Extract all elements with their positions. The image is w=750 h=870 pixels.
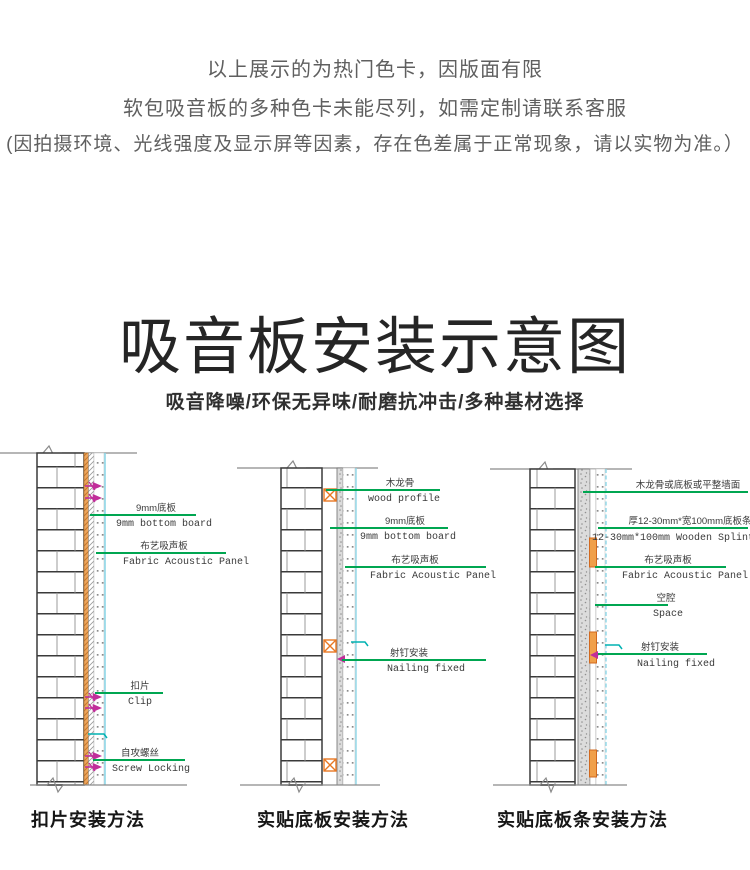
bottom-board-layer xyxy=(88,452,95,786)
label-cn: 布艺吸声板 xyxy=(644,554,692,566)
acoustic-panel-layer xyxy=(342,467,356,786)
callout-9mm-board: 9mm底板 9mm bottom board xyxy=(90,502,212,530)
callout-fabric-panel: 布艺吸声板 Fabric Acoustic Panel xyxy=(96,540,249,568)
label-en: Space xyxy=(653,609,683,620)
clip-symbols xyxy=(85,481,103,772)
label-cn: 厚12-30mm*宽100mm底板条 xyxy=(629,515,750,527)
ground-line xyxy=(30,776,187,794)
caption-clip-installation: 扣片安装方法 xyxy=(31,810,145,830)
label-en: Screw Locking xyxy=(112,763,190,775)
label-en: Nailing fixed xyxy=(637,658,715,670)
label-en: 9mm bottom board xyxy=(116,518,212,530)
notice-line-3: (因拍摄环境、光线强度及显示屏等因素，存在色差属于正常现象，请以实物为准。） xyxy=(6,134,744,155)
bottom-board-layer xyxy=(336,467,344,786)
screw-symbol xyxy=(351,641,369,647)
brick-wall xyxy=(36,452,85,786)
break-symbol xyxy=(539,776,555,794)
callout-nailing: 射钉安装 Nailing fixed xyxy=(342,647,486,675)
label-en: 12-30mm*100mm Wooden Splint xyxy=(592,532,750,544)
label-cn: 射钉安装 xyxy=(390,647,429,659)
caption-board-installation: 实贴底板安装方法 xyxy=(257,810,409,830)
callout-clip: 扣片 Clip xyxy=(95,680,163,708)
diagram-board-installation: 木龙骨 wood profile 9mm底板 9mm bottom board … xyxy=(230,445,496,794)
caption-strip-installation: 实贴底板条安装方法 xyxy=(497,810,668,830)
diagram-clip-installation: 9mm底板 9mm bottom board 布艺吸声板 Fabric Acou… xyxy=(0,444,249,794)
page-title: 吸音板安装示意图 xyxy=(118,313,631,382)
nail-symbol xyxy=(590,651,598,659)
label-cn: 木龙骨或底板或平整墙面 xyxy=(636,479,741,491)
label-cn: 射钉安装 xyxy=(641,641,680,653)
layer-stack xyxy=(83,452,106,786)
callout-wood-splint: 厚12-30mm*宽100mm底板条 12-30mm*100mm Wooden … xyxy=(592,515,750,544)
label-cn: 空腔 xyxy=(656,592,676,604)
callout-wood-profile: 木龙骨 wood profile xyxy=(326,477,440,505)
label-en: Fabric Acoustic Panel xyxy=(370,570,496,582)
label-cn: 扣片 xyxy=(130,680,149,692)
ground-line xyxy=(240,776,380,794)
notice-line-1: 以上展示的为热门色卡，因版面有限 xyxy=(207,59,543,81)
label-cn: 自攻螺丝 xyxy=(121,747,159,759)
brick-wall xyxy=(280,467,323,786)
label-en: 9mm bottom board xyxy=(360,531,456,543)
callout-nailing: 射钉安装 Nailing fixed xyxy=(598,641,715,670)
acoustic-panel-layer xyxy=(93,452,105,786)
callout-fabric-panel: 布艺吸声板 Fabric Acoustic Panel xyxy=(595,554,748,582)
screw-symbol xyxy=(88,733,108,739)
brick-wall xyxy=(529,468,576,786)
wood-board-layer xyxy=(83,452,89,786)
wood-profile-symbols xyxy=(323,488,337,772)
layer-stack xyxy=(577,468,607,786)
callout-base-surface: 木龙骨或底板或平整墙面 xyxy=(583,479,748,493)
ground-line xyxy=(493,776,627,794)
notice-line-2: 软包吸音板的多种色卡未能尽列，如需定制请联系客服 xyxy=(123,98,627,120)
screw-symbol xyxy=(605,644,623,650)
acoustic-panel-layer xyxy=(595,468,606,786)
label-cn: 9mm底板 xyxy=(136,502,177,514)
label-cn: 木龙骨 xyxy=(386,477,415,489)
label-cn: 9mm底板 xyxy=(385,515,426,527)
callout-fabric-panel: 布艺吸声板 Fabric Acoustic Panel xyxy=(345,554,496,582)
break-symbol xyxy=(46,776,64,794)
break-symbol xyxy=(287,776,304,794)
label-cn: 布艺吸声板 xyxy=(391,554,439,566)
label-en: wood profile xyxy=(368,493,440,505)
callout-9mm-board: 9mm底板 9mm bottom board xyxy=(330,515,456,543)
label-en: Clip xyxy=(128,696,152,708)
strip-zone-layer xyxy=(589,468,597,786)
layer-stack xyxy=(336,467,357,786)
label-cn: 布艺吸声板 xyxy=(140,540,188,552)
wood-splint-symbols xyxy=(589,537,597,778)
base-wall-layer xyxy=(577,468,591,786)
diagram-strip-installation: 木龙骨或底板或平整墙面 厚12-30mm*宽100mm底板条 12-30mm*1… xyxy=(480,445,750,794)
label-en: Fabric Acoustic Panel xyxy=(622,570,748,582)
callout-screw: 自攻螺丝 Screw Locking xyxy=(93,747,190,775)
label-en: Fabric Acoustic Panel xyxy=(123,556,249,568)
callout-space: 空腔 Space xyxy=(595,592,683,620)
page-subtitle: 吸音降噪/环保无异味/耐磨抗冲击/多种基材选择 xyxy=(165,392,585,413)
label-en: Nailing fixed xyxy=(387,663,465,675)
